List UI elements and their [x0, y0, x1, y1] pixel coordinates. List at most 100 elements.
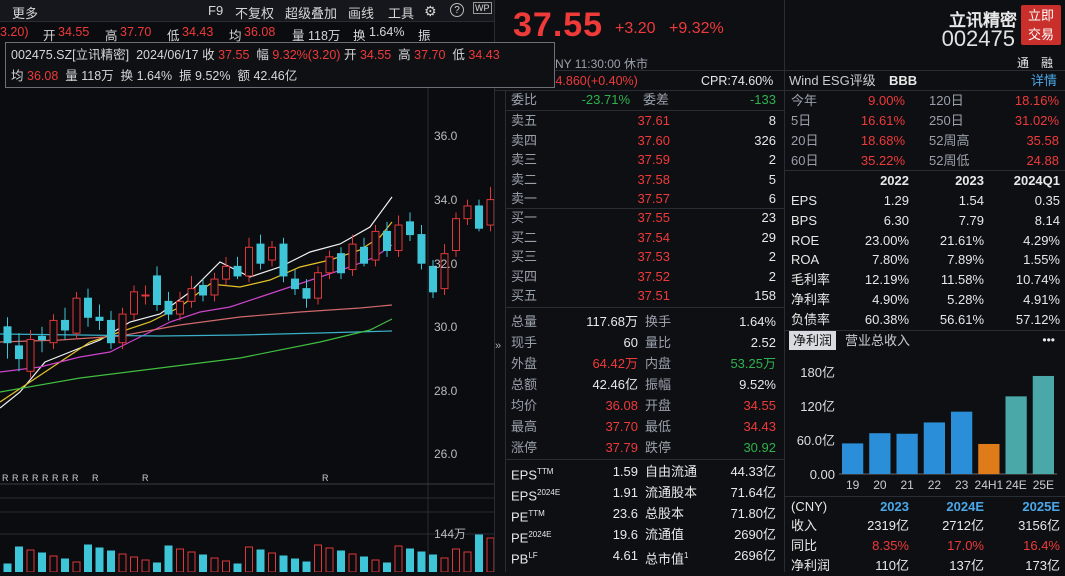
ma-line: [0, 304, 393, 343]
year-header: 2023: [955, 173, 984, 188]
fin-value: 10.74%: [1015, 272, 1060, 288]
fin-value: 11.58%: [940, 272, 984, 288]
fin-value: 4.29%: [1023, 232, 1060, 248]
fin-value: 1.55%: [1023, 252, 1060, 268]
bid-volume: 2: [768, 268, 776, 284]
candle-body: [141, 294, 150, 297]
bid-label: 买五: [511, 288, 538, 303]
bar: [923, 422, 945, 474]
candle-body: [337, 253, 345, 274]
candle-body: [314, 272, 322, 299]
val-label: 流通股本: [645, 485, 698, 500]
stock-name: 立讯精密: [949, 11, 1017, 30]
volume-bar: [371, 559, 380, 572]
tools-button[interactable]: 工具: [388, 6, 415, 21]
volume-bar: [394, 545, 403, 572]
r-marker: R: [52, 473, 59, 483]
unit-label: (CNY): [791, 499, 828, 514]
f9-button[interactable]: F9: [208, 3, 224, 18]
val-label: PBLF: [511, 551, 538, 567]
perf-label: 20日: [791, 133, 819, 148]
forecast-label: 收入: [791, 518, 818, 533]
esg-detail-link[interactable]: 详情: [1030, 73, 1057, 88]
candle-body: [360, 246, 368, 264]
fin-label: 净利率: [791, 292, 831, 307]
bar: [842, 443, 864, 474]
stat-label: 最低: [645, 419, 672, 434]
volume-bar: [176, 548, 184, 572]
adjust-button[interactable]: 不复权: [235, 6, 275, 21]
stat-value: 2.52: [750, 335, 776, 350]
candle-body: [153, 275, 161, 306]
cb-quote: 114.860(+0.40%): [542, 74, 638, 88]
y-tick: 34.0: [434, 193, 458, 207]
tab-revenue[interactable]: 营业总收入: [845, 333, 911, 348]
bid-label: 买一: [511, 210, 538, 225]
volume-bar: [233, 563, 242, 572]
fin-value: 21.61%: [939, 232, 984, 248]
volume-bar: [314, 544, 322, 572]
fin-value: 56.61%: [939, 311, 984, 327]
tab-net-profit[interactable]: 净利润: [789, 331, 837, 350]
stat-value: 53.25万: [730, 356, 776, 371]
fin-label: ROA: [791, 252, 820, 268]
volume-bar: [15, 546, 23, 572]
fin-label: 毛利率: [791, 272, 831, 288]
val-value: 1.91: [612, 485, 638, 500]
collapse-arrow-icon[interactable]: »: [495, 340, 502, 352]
volume-bar: [164, 545, 173, 572]
ask-volume: 2: [768, 152, 776, 167]
fin-value: 23.00%: [864, 232, 909, 248]
help-icon[interactable]: ?: [450, 3, 464, 17]
fin-value: 60.38%: [864, 311, 909, 327]
more-menu[interactable]: 更多: [12, 6, 39, 21]
stat-label: 内盘: [645, 356, 672, 371]
volume-bar: [325, 547, 334, 572]
stat-label: 换手: [645, 314, 672, 329]
val-value: 19.6: [612, 527, 638, 542]
candle-body: [268, 246, 276, 261]
bid-price: 37.54: [637, 229, 670, 245]
candle-body: [394, 224, 403, 251]
candle-body: [199, 284, 207, 296]
ask-price: 37.58: [637, 171, 670, 187]
forecast-year: 2025E: [1022, 499, 1060, 514]
year-header: 2024Q1: [1013, 173, 1060, 188]
ask-label: 卖一: [511, 191, 538, 206]
volume-bar: [199, 554, 207, 572]
fin-value: 6.30: [883, 212, 909, 228]
overlay-button[interactable]: 超级叠加: [285, 6, 338, 21]
val-label: 自由流通: [645, 464, 698, 479]
candle-body: [348, 243, 357, 271]
perf-value: 18.68%: [860, 133, 905, 148]
ma-line: [0, 196, 393, 409]
stat-label: 总量: [511, 314, 538, 329]
gear-icon[interactable]: ⚙: [424, 3, 437, 19]
val-value: 71.64亿: [730, 485, 776, 500]
candle-body: [302, 288, 311, 299]
chart-toolbar: 更多 F9 不复权 超级叠加 画线 工具 ⚙ ? WP: [0, 0, 494, 22]
kline-panel[interactable]: 更多 F9 不复权 超级叠加 画线 工具 ⚙ ? WP 3.20) 开 34.55…: [0, 0, 555, 572]
volume-bar: [107, 550, 115, 572]
volume-bar: [348, 553, 357, 572]
market-time: NY 11:30:00 休市: [555, 57, 648, 71]
candle-body: [72, 297, 81, 334]
bar: [1005, 396, 1027, 474]
y-tick: 28.0: [434, 384, 458, 398]
ask-volume: 8: [768, 113, 776, 128]
ask-label: 卖五: [511, 113, 538, 128]
volume-bar: [61, 558, 69, 572]
ask-price: 37.61: [637, 113, 670, 128]
trade-button[interactable]: 立即 交易: [1021, 5, 1061, 45]
draw-button[interactable]: 画线: [348, 6, 375, 21]
fundamentals-panel: 立讯精密 002475 立即 交易 通 融 Wind ESG评级 BBB 详情 今…: [784, 0, 1065, 573]
wei-bi: -23.71%: [581, 92, 630, 107]
wp-icon[interactable]: WP: [473, 2, 492, 14]
val-label: PETTM: [511, 509, 545, 525]
perf-value: 24.88: [1026, 153, 1059, 168]
more-icon[interactable]: •••: [1042, 333, 1055, 347]
ma-line: [0, 221, 393, 403]
candle-body: [406, 221, 414, 236]
val-label: EPS2024E: [511, 488, 561, 504]
